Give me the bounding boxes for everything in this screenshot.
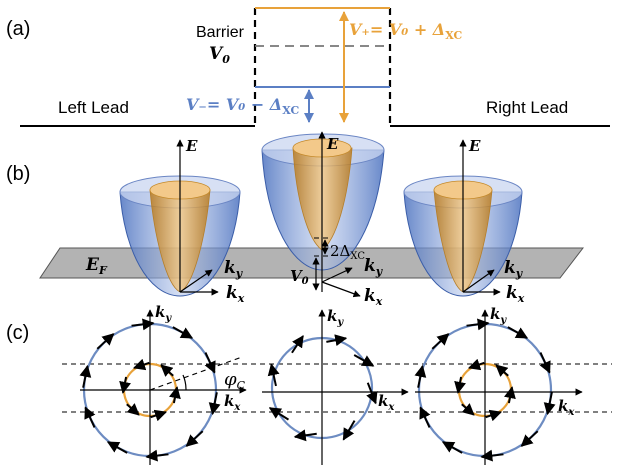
left-outer-spin-arrow	[131, 318, 155, 331]
right-inner-spin-arrow	[454, 376, 466, 394]
angle-ray	[149, 356, 243, 391]
right-outer-spin-arrow	[480, 449, 504, 462]
middle-ky-axis	[321, 267, 353, 283]
left-outer-spin-arrow	[96, 333, 115, 350]
left-inner-spin-arrow	[126, 403, 140, 416]
left-inner-spin-arrow	[150, 409, 167, 422]
middle-spin-arrow	[353, 354, 375, 367]
right-outer-spin-arrow	[520, 430, 539, 447]
middle-spin-arrow	[293, 429, 317, 442]
left-inner-spin-arrow	[119, 376, 131, 394]
left-ky-label: ky	[224, 258, 244, 280]
right-ky-label-c: ky	[490, 305, 507, 326]
right-lead-label: Right Lead	[486, 98, 568, 117]
right-ky-axis	[462, 269, 495, 293]
middle-ky-label: ky	[364, 256, 384, 278]
middle-spin-arrow	[291, 335, 304, 354]
left-inner-spin-arrow	[169, 386, 181, 404]
left-kx-label-c: kx	[224, 392, 241, 413]
right-inner-spin-arrow	[485, 409, 502, 422]
left-kx-label: kx	[226, 283, 245, 305]
left-outer-spin-arrow	[185, 430, 204, 447]
right-outer-spin-arrow	[507, 326, 529, 339]
left-outer-spin-arrow	[204, 352, 216, 374]
v0-label-b: V0	[290, 267, 309, 287]
right-kx-label-c: kx	[558, 397, 575, 418]
left-energy-label: E	[185, 137, 198, 155]
left-outer-spin-arrow	[106, 441, 128, 454]
right-ky-label: ky	[504, 258, 524, 280]
left-ky-label-c: ky	[155, 303, 172, 324]
panel-label-a: (a)	[6, 18, 30, 40]
right-inner-spin-arrow	[495, 364, 509, 377]
middle-kx-label-c: kx	[378, 392, 395, 413]
right-inner-spin-arrow	[461, 403, 475, 416]
fermi-label: EF	[85, 255, 108, 277]
vplus-label: V₊= V₀ + ΔXC	[349, 20, 463, 42]
middle-spin-arrow	[366, 382, 378, 405]
right-outer-spin-arrow	[431, 333, 450, 350]
middle-spin-arrow	[342, 420, 356, 441]
angle-arc	[182, 374, 187, 391]
right-outer-spin-arrow	[441, 441, 463, 454]
barrier-label: Barrier	[196, 24, 245, 41]
right-outer-spin-arrow	[414, 364, 427, 388]
left-ky-axis	[179, 269, 213, 293]
left-inner-spin-arrow	[160, 364, 174, 377]
middle-spin-arrow	[326, 334, 348, 347]
right-inner-spin-arrow	[504, 386, 516, 404]
angle-label: φC	[224, 369, 246, 392]
middle-ky-label-c: ky	[327, 307, 344, 328]
left-outer-spin-arrow	[208, 392, 221, 416]
middle-kx-label: kx	[364, 286, 383, 308]
right-inner-spin-arrow	[468, 358, 485, 371]
middle-energy-label: E	[326, 135, 339, 153]
left-outer-spin-arrow	[79, 364, 92, 388]
right-outer-spin-arrow	[539, 352, 551, 374]
left-outer-spin-arrow	[172, 326, 194, 339]
vminus-label: V₋= V₀ − ΔXC	[186, 95, 300, 117]
gap-label: 2ΔXC	[330, 242, 365, 262]
right-energy-label: E	[468, 137, 481, 155]
left-inner-spin-arrow	[133, 358, 150, 371]
barrier-profile	[20, 7, 610, 127]
left-outer-spin-arrow	[84, 406, 96, 428]
v0-label-a: V0	[209, 44, 230, 66]
spin-arrows	[79, 318, 556, 462]
right-outer-spin-arrow	[466, 318, 490, 331]
panel-label-c: (c)	[6, 322, 29, 344]
left-outer-spin-arrow	[145, 449, 169, 462]
right-outer-spin-arrow	[419, 406, 431, 428]
panel-label-b: (b)	[6, 163, 30, 185]
right-outer-spin-arrow	[543, 392, 556, 416]
middle-spin-arrow	[267, 363, 280, 387]
middle-spin-arrow	[268, 407, 290, 421]
right-kx-label: kx	[506, 283, 525, 305]
left-lead-label: Left Lead	[58, 98, 129, 117]
middle-kx-axis	[321, 281, 361, 298]
